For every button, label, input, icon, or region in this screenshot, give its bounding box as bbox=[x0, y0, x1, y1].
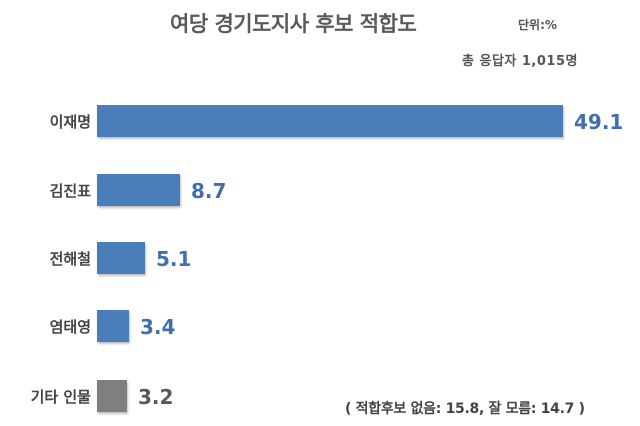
category-label: 기타 인물 bbox=[30, 388, 91, 406]
footnote: ( 적합후보 없음: 15.8, 잘 모름: 14.7 ) bbox=[345, 401, 585, 417]
category-label: 김진표 bbox=[49, 182, 91, 200]
unit-label: 단위:% bbox=[518, 18, 557, 32]
value-label: 5.1 bbox=[156, 247, 192, 271]
bar bbox=[97, 310, 129, 342]
bar bbox=[97, 174, 180, 206]
chart-title: 여당 경기도지사 후보 적합도 bbox=[170, 12, 417, 36]
category-label: 이재명 bbox=[49, 113, 91, 131]
bar bbox=[97, 105, 563, 137]
bar-row: 이재명 49.1 bbox=[0, 105, 640, 139]
respondents-label: 총 응답자 1,015명 bbox=[462, 54, 578, 69]
value-label: 8.7 bbox=[191, 179, 227, 203]
bar bbox=[97, 242, 145, 274]
category-label: 염태영 bbox=[49, 318, 91, 336]
bar-row: 전해철 5.1 bbox=[0, 242, 640, 276]
bar-row: 기타 인물 3.2 bbox=[0, 380, 640, 414]
bar-row: 김진표 8.7 bbox=[0, 174, 640, 208]
bar bbox=[97, 380, 127, 412]
value-label: 3.2 bbox=[138, 385, 174, 409]
category-label: 전해철 bbox=[49, 250, 91, 268]
value-label: 3.4 bbox=[140, 315, 176, 339]
bar-row: 염태영 3.4 bbox=[0, 310, 640, 344]
value-label: 49.1 bbox=[574, 110, 624, 134]
